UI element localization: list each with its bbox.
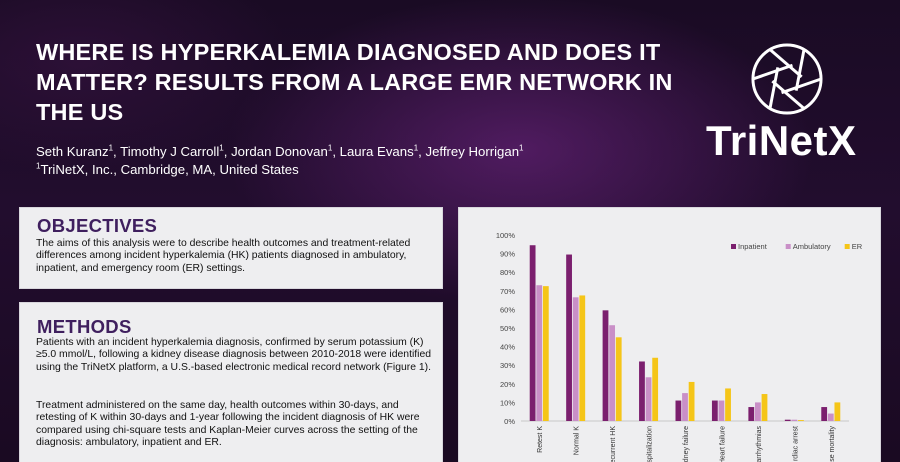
bar-ambulatory <box>827 413 834 421</box>
bar-er <box>761 394 768 421</box>
author-separator: , <box>418 144 426 159</box>
legend-swatch <box>844 244 850 249</box>
y-tick-label: 30% <box>500 361 515 370</box>
affiliation-text: TriNetX, Inc., Cambridge, MA, United Sta… <box>40 162 299 177</box>
author-separator: , <box>332 144 340 159</box>
methods-heading: METHODS <box>37 316 132 337</box>
y-tick-label: 90% <box>500 250 515 259</box>
y-tick-label: 0% <box>504 417 515 426</box>
x-tick-label: Retest K <box>537 426 544 453</box>
bar-er <box>542 286 549 421</box>
aperture-blade <box>794 49 806 91</box>
bar-er <box>579 295 586 421</box>
author-name: Jeffrey Horrigan <box>425 144 520 159</box>
author-name: Seth Kuranz <box>36 144 109 159</box>
x-tick-label: ecurrent HK <box>610 426 617 462</box>
bar-inpatient <box>602 310 609 421</box>
objectives-panel: OBJECTIVES The aims of this analysis wer… <box>19 207 443 289</box>
y-tick-label: 40% <box>500 343 515 352</box>
aperture-blade <box>781 77 822 95</box>
bar-inpatient <box>675 400 682 421</box>
bar-inpatient <box>784 419 791 421</box>
x-tick-label: rdiac arrest <box>792 426 799 461</box>
methods-panel: METHODS Patients with an incident hyperk… <box>19 302 443 462</box>
methods-paragraph-2: Treatment administered on the same day, … <box>36 400 420 449</box>
objectives-text: The aims of this analysis were to descri… <box>36 238 411 274</box>
y-tick-label: 20% <box>500 380 515 389</box>
author-name: Laura Evans <box>339 144 414 159</box>
y-tick-label: 100% <box>496 231 516 240</box>
x-tick-label: ospitalization <box>647 426 654 462</box>
objectives-heading: OBJECTIVES <box>37 215 158 236</box>
bar-inpatient <box>748 407 755 421</box>
y-tick-label: 10% <box>500 398 515 407</box>
aperture-blade <box>752 63 793 81</box>
author-name: Timothy J Carroll <box>120 144 220 159</box>
author-list: Seth Kuranz1, Timothy J Carroll1, Jordan… <box>36 143 656 161</box>
bar-inpatient <box>711 400 718 421</box>
aperture-blade <box>771 80 805 110</box>
author-affiliation-mark: 1 <box>219 143 224 153</box>
bar-inpatient <box>639 361 645 421</box>
y-tick-label: 50% <box>500 324 515 333</box>
bar-er <box>615 337 622 421</box>
bar-ambulatory <box>791 419 798 421</box>
chart-panel: 0% 10% 20% 30% 40% 50% 60% 70% 80% 90% 100% Retest … <box>458 207 881 462</box>
bar-ambulatory <box>754 402 761 421</box>
bar-inpatient <box>529 245 536 421</box>
legend-label: Inpatient <box>738 242 768 251</box>
bar-ambulatory <box>682 393 688 421</box>
bar-er <box>834 402 841 421</box>
bar-er <box>798 420 804 421</box>
author-affiliation-mark: 1 <box>327 143 333 153</box>
author-separator: , <box>113 144 121 159</box>
aperture-blade <box>768 67 780 109</box>
author-name: Jordan Donovan <box>231 144 328 159</box>
author-affiliation-mark: 1 <box>519 143 524 153</box>
author-block: Seth Kuranz1, Timothy J Carroll1, Jordan… <box>36 143 656 179</box>
author-separator: , <box>223 144 232 159</box>
legend-swatch <box>731 244 736 249</box>
legend-swatch <box>785 244 791 249</box>
y-tick-label: 60% <box>500 305 515 314</box>
bar-ambulatory <box>718 400 725 421</box>
aperture-blade <box>769 48 803 78</box>
x-tick-label: Heart failure <box>719 426 726 462</box>
affiliation-line: 1TriNetX, Inc., Cambridge, MA, United St… <box>36 161 656 179</box>
affiliation-mark: 1 <box>36 161 41 171</box>
y-tick-label: 80% <box>500 268 515 277</box>
aperture-icon <box>751 43 823 115</box>
x-tick-label: ise mortality <box>829 426 836 462</box>
legend-label: Ambulatory <box>793 242 831 251</box>
bar-ambulatory <box>536 285 543 421</box>
methods-paragraph-1: Patients with an incident hyperkalemia d… <box>36 337 432 373</box>
bar-er <box>725 388 731 421</box>
author-affiliation-mark: 1 <box>413 143 419 153</box>
bar-ambulatory <box>609 325 616 421</box>
x-tick-label: idney failure <box>683 426 690 462</box>
outcomes-bar-chart: 0% 10% 20% 30% 40% 50% 60% 70% 80% 90% 100% Retest … <box>496 231 863 462</box>
trinetx-logo: TriNetX <box>706 117 857 164</box>
legend-label: ER <box>852 242 863 251</box>
poster-title: WHERE IS HYPERKALEMIA DIAGNOSED AND DOES… <box>36 39 673 125</box>
x-tick-label: Normal K <box>574 426 581 456</box>
bar-inpatient <box>566 254 572 421</box>
bar-ambulatory <box>645 377 652 421</box>
author-affiliation-mark: 1 <box>108 143 114 153</box>
bar-er <box>652 357 659 421</box>
x-tick-label: arrhythmias <box>756 426 763 462</box>
bar-inpatient <box>821 407 828 421</box>
y-tick-label: 70% <box>500 287 515 296</box>
bar-er <box>688 381 695 421</box>
bar-ambulatory <box>572 297 579 421</box>
